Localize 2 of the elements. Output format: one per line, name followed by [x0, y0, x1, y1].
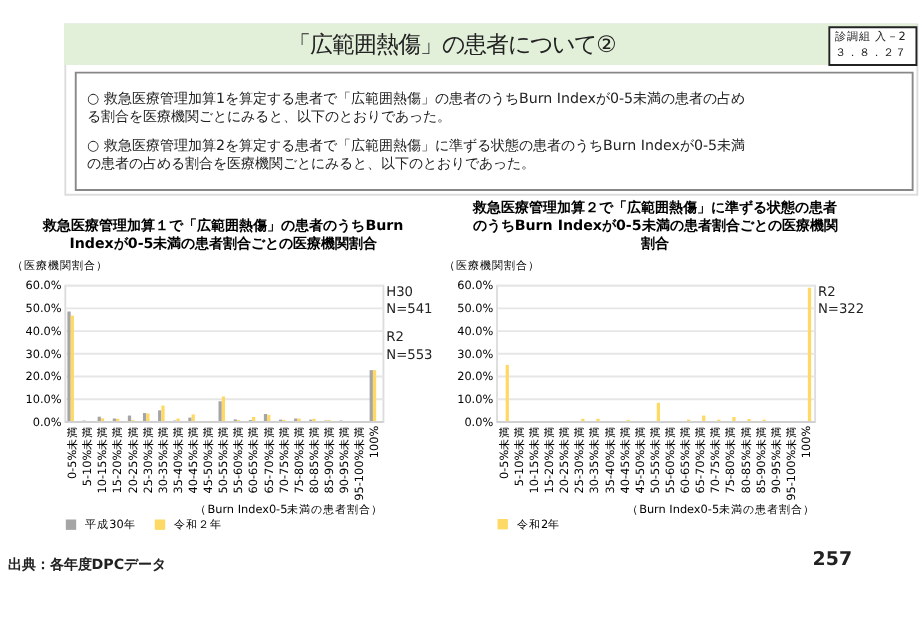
- text: 「広範囲熱傷」の患者について②: [288, 29, 617, 58]
- text: 257: [812, 548, 853, 571]
